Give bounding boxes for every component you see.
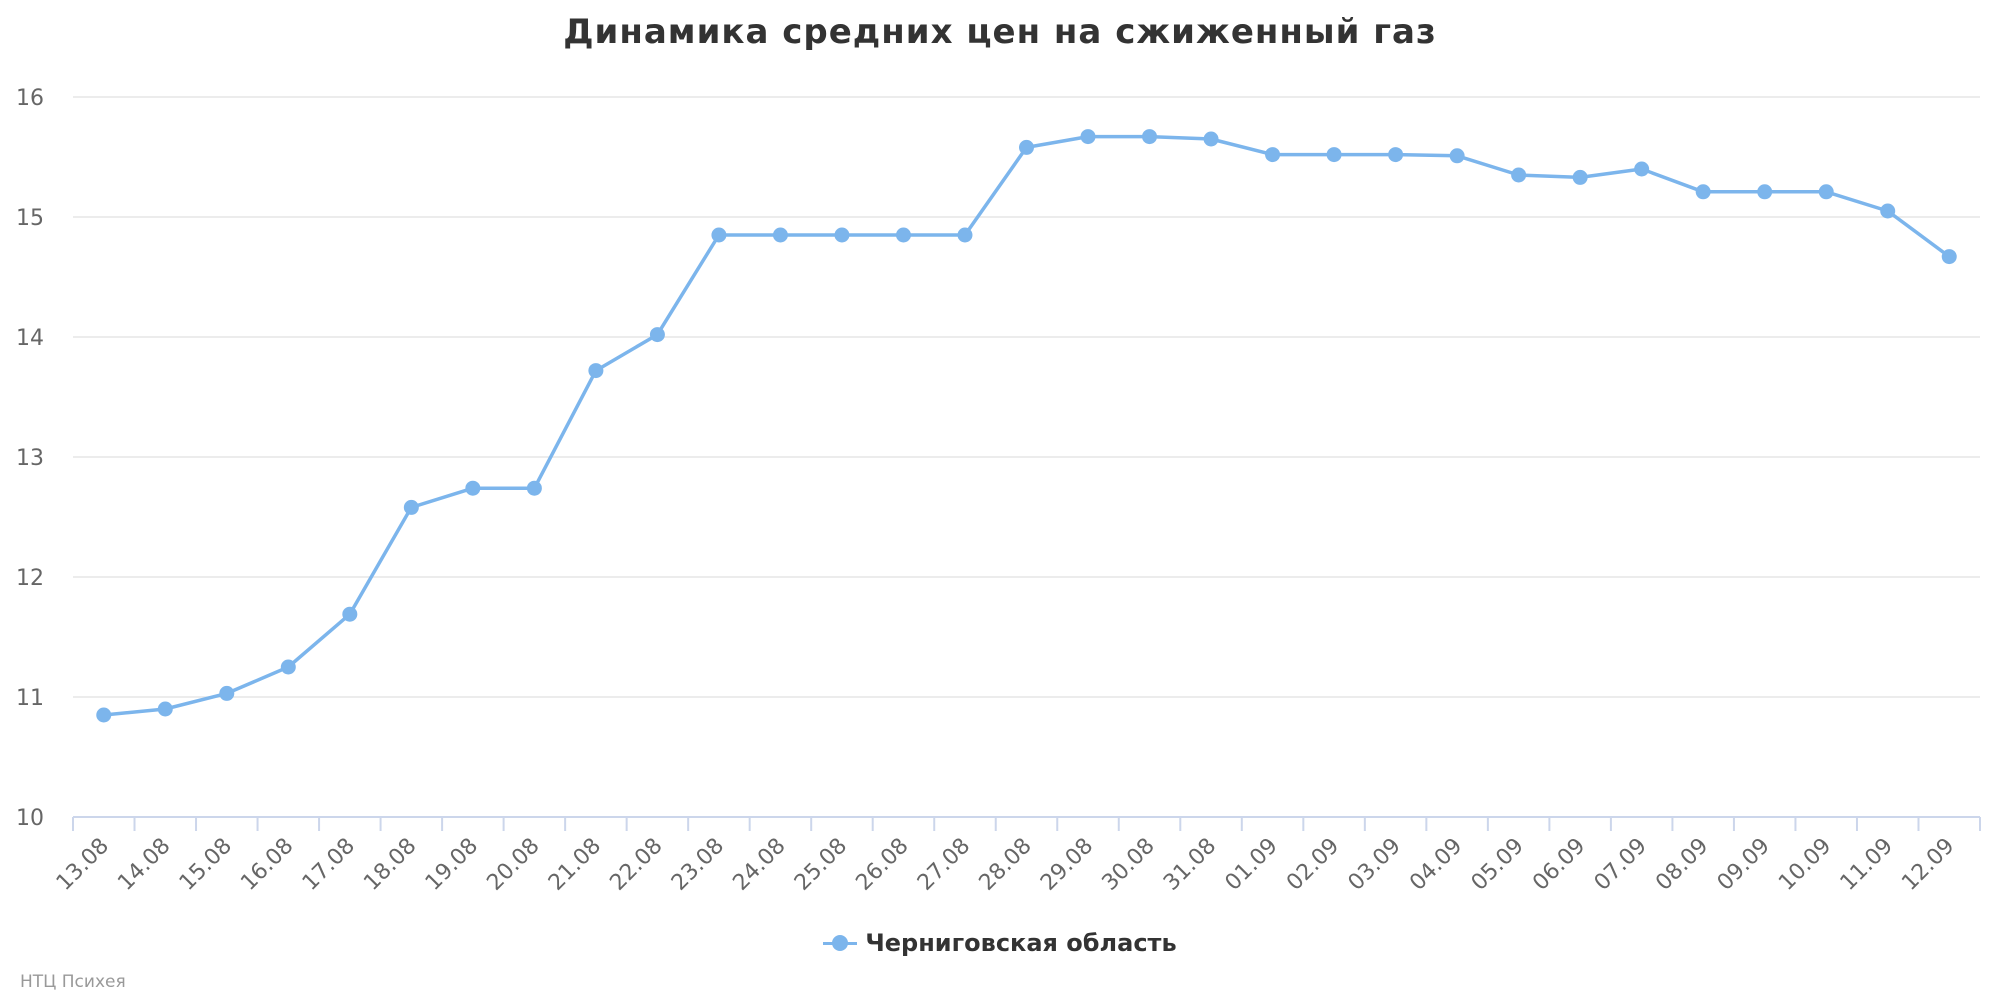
data-point bbox=[526, 480, 542, 496]
x-tick-label: 24.08 bbox=[728, 834, 790, 896]
series-layer bbox=[96, 129, 1957, 723]
data-point bbox=[1388, 147, 1404, 163]
data-point bbox=[1572, 169, 1588, 185]
y-tick-label: 16 bbox=[16, 86, 44, 111]
x-tick-label: 14.08 bbox=[113, 834, 175, 896]
x-tick-label: 23.08 bbox=[667, 834, 729, 896]
data-point bbox=[465, 480, 481, 496]
data-point bbox=[588, 363, 604, 379]
x-tick-label: 07.09 bbox=[1590, 834, 1652, 896]
x-tick-label: 03.09 bbox=[1344, 834, 1406, 896]
x-tick-label: 06.09 bbox=[1528, 834, 1590, 896]
data-point bbox=[280, 659, 296, 675]
data-point bbox=[157, 701, 173, 717]
series-line bbox=[102, 134, 1951, 717]
data-point bbox=[403, 499, 419, 515]
data-point bbox=[957, 227, 973, 243]
data-point bbox=[96, 707, 112, 723]
x-tick-label: 09.09 bbox=[1713, 834, 1775, 896]
data-point bbox=[1757, 184, 1773, 200]
data-point bbox=[711, 227, 727, 243]
x-tick-label: 28.08 bbox=[975, 834, 1037, 896]
x-tick-label: 05.09 bbox=[1467, 834, 1529, 896]
data-point bbox=[1818, 184, 1834, 200]
credit-text[interactable]: НТЦ Психея bbox=[20, 972, 126, 992]
data-point bbox=[895, 227, 911, 243]
x-tick-label: 27.08 bbox=[913, 834, 975, 896]
y-tick-label: 14 bbox=[16, 326, 44, 351]
data-point bbox=[1449, 148, 1465, 164]
data-point bbox=[1142, 129, 1158, 145]
y-tick-label: 13 bbox=[16, 446, 44, 471]
x-tick-label: 13.08 bbox=[52, 834, 114, 896]
x-tick-label: 10.09 bbox=[1774, 834, 1836, 896]
y-tick-label: 11 bbox=[16, 686, 44, 711]
x-tick-label: 17.08 bbox=[298, 834, 360, 896]
x-tick-label: 31.08 bbox=[1159, 834, 1221, 896]
data-point bbox=[1265, 147, 1281, 163]
y-tick-label: 12 bbox=[16, 566, 44, 591]
data-point bbox=[1326, 147, 1342, 163]
x-tick-label: 12.09 bbox=[1897, 834, 1959, 896]
grid-lines bbox=[73, 96, 1980, 698]
data-point bbox=[772, 227, 788, 243]
legend-item-label[interactable]: Черниговская область bbox=[865, 929, 1177, 957]
x-tick-label: 08.09 bbox=[1651, 834, 1713, 896]
legend-symbol bbox=[823, 934, 858, 952]
data-point bbox=[1695, 184, 1711, 200]
data-point bbox=[1880, 203, 1896, 219]
x-tick-label: 01.09 bbox=[1221, 834, 1283, 896]
data-point bbox=[1511, 167, 1527, 183]
y-tick-label: 15 bbox=[16, 206, 44, 231]
x-tick-label: 18.08 bbox=[359, 834, 421, 896]
data-point bbox=[649, 327, 665, 343]
x-tick-label: 15.08 bbox=[175, 834, 237, 896]
data-point bbox=[834, 227, 850, 243]
x-tick-label: 04.09 bbox=[1405, 834, 1467, 896]
data-point bbox=[1080, 129, 1096, 145]
x-tick-label: 30.08 bbox=[1098, 834, 1160, 896]
y-axis: 10 11 12 13 14 15 16 bbox=[16, 86, 44, 831]
data-point bbox=[1634, 161, 1650, 177]
x-tick-label: 29.08 bbox=[1036, 834, 1098, 896]
y-tick-label: 10 bbox=[16, 806, 44, 831]
chart-title: Динамика средних цен на сжиженный газ bbox=[563, 12, 1437, 52]
x-tick-label: 19.08 bbox=[421, 834, 483, 896]
data-point bbox=[1019, 139, 1034, 155]
data-point bbox=[1203, 131, 1219, 147]
data-point bbox=[1941, 249, 1957, 265]
x-tick-label: 11.09 bbox=[1836, 834, 1898, 896]
x-tick-label: 26.08 bbox=[851, 834, 913, 896]
x-tick-label: 21.08 bbox=[544, 834, 606, 896]
data-point bbox=[219, 685, 235, 701]
x-tick-label: 02.09 bbox=[1282, 834, 1344, 896]
x-tick-label: 16.08 bbox=[236, 834, 298, 896]
legend[interactable]: Черниговская область bbox=[0, 928, 2000, 957]
x-axis: 13.08 14.08 15.08 16.08 17.08 18.08 19.08 20.08… bbox=[52, 816, 1981, 896]
x-tick-label: 22.08 bbox=[605, 834, 667, 896]
x-tick-label: 25.08 bbox=[790, 834, 852, 896]
x-tick-label: 20.08 bbox=[482, 834, 544, 896]
data-point bbox=[342, 606, 358, 622]
